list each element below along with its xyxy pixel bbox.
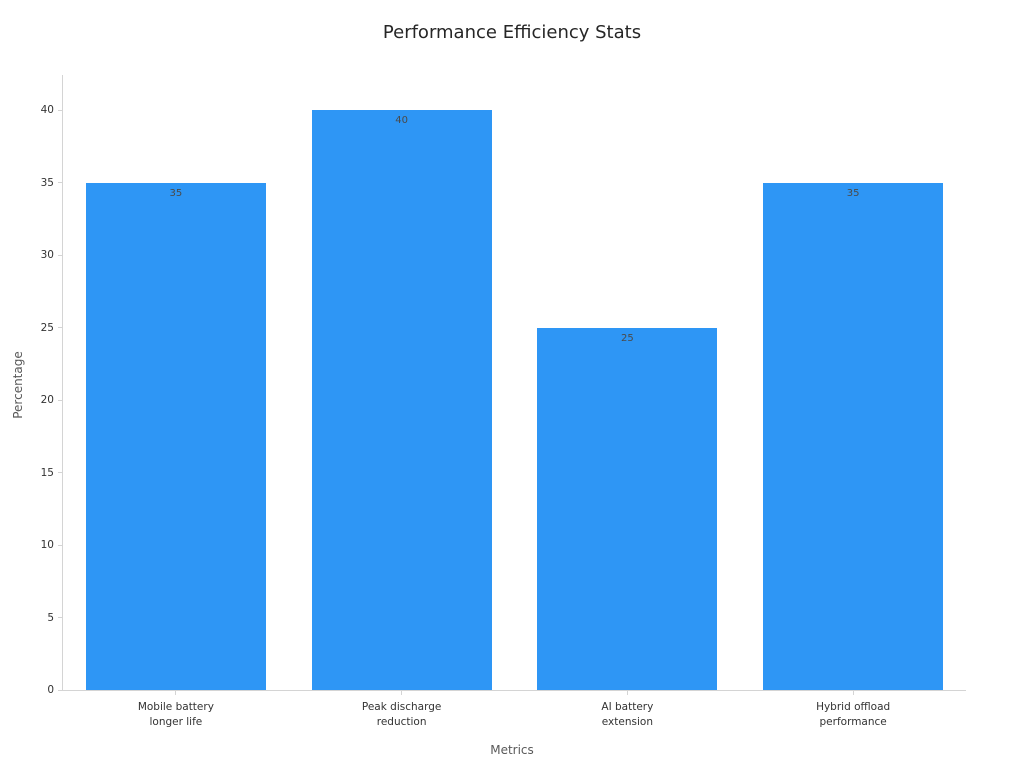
x-axis-category-label: Mobile battery longer life	[137, 701, 214, 728]
y-axis-tick-label: 40	[40, 104, 54, 116]
y-axis-tick-label: 5	[47, 611, 54, 624]
y-axis-label: Percentage	[11, 351, 25, 419]
y-axis-tick-label: 15	[40, 466, 54, 479]
y-axis-tick-mark	[58, 254, 62, 256]
bar-value-label: 35	[846, 187, 860, 199]
y-axis-tick-mark	[58, 617, 62, 618]
y-axis-tick-label: 20	[40, 394, 54, 406]
y-axis-tick-mark	[58, 109, 62, 111]
y-axis-tick-label: 25	[40, 321, 54, 334]
x-axis-tick-mark	[852, 691, 854, 695]
plot-area: 0 5 10 15 20 25 30 35 40 35 Mobile battery longer …	[41, 75, 966, 728]
y-axis-tick-label: 35	[40, 176, 54, 189]
bar	[311, 110, 492, 690]
y-axis-tick-mark	[58, 182, 62, 183]
y-axis-tick-mark	[58, 544, 62, 546]
y-axis-tick-label: 30	[40, 249, 54, 261]
y-axis-tick-mark	[58, 399, 62, 401]
bar-value-label: 35	[169, 187, 183, 199]
y-axis-tick-label: 10	[40, 539, 54, 551]
chart-title: Performance Efficiency Stats	[382, 22, 642, 43]
x-axis-tick-mark	[175, 691, 177, 695]
bar-value-label: 25	[621, 332, 634, 344]
x-axis-tick-mark	[401, 691, 403, 695]
y-axis-tick-label: 0	[47, 684, 54, 696]
x-axis-category-label: Peak discharge reduction	[361, 701, 442, 728]
x-axis-category-label: AI battery extension	[601, 701, 654, 728]
bar	[763, 182, 944, 690]
bar-value-label: 40	[395, 115, 408, 126]
y-axis-tick-mark	[58, 689, 62, 691]
x-axis-category-label: Hybrid offload performance	[816, 701, 891, 728]
y-axis-tick-mark	[58, 327, 62, 328]
x-axis-tick-mark	[626, 691, 628, 695]
bar	[537, 327, 718, 690]
y-axis-tick-mark	[58, 472, 62, 473]
bar	[85, 182, 266, 690]
x-axis-label: Metrics	[490, 743, 534, 757]
